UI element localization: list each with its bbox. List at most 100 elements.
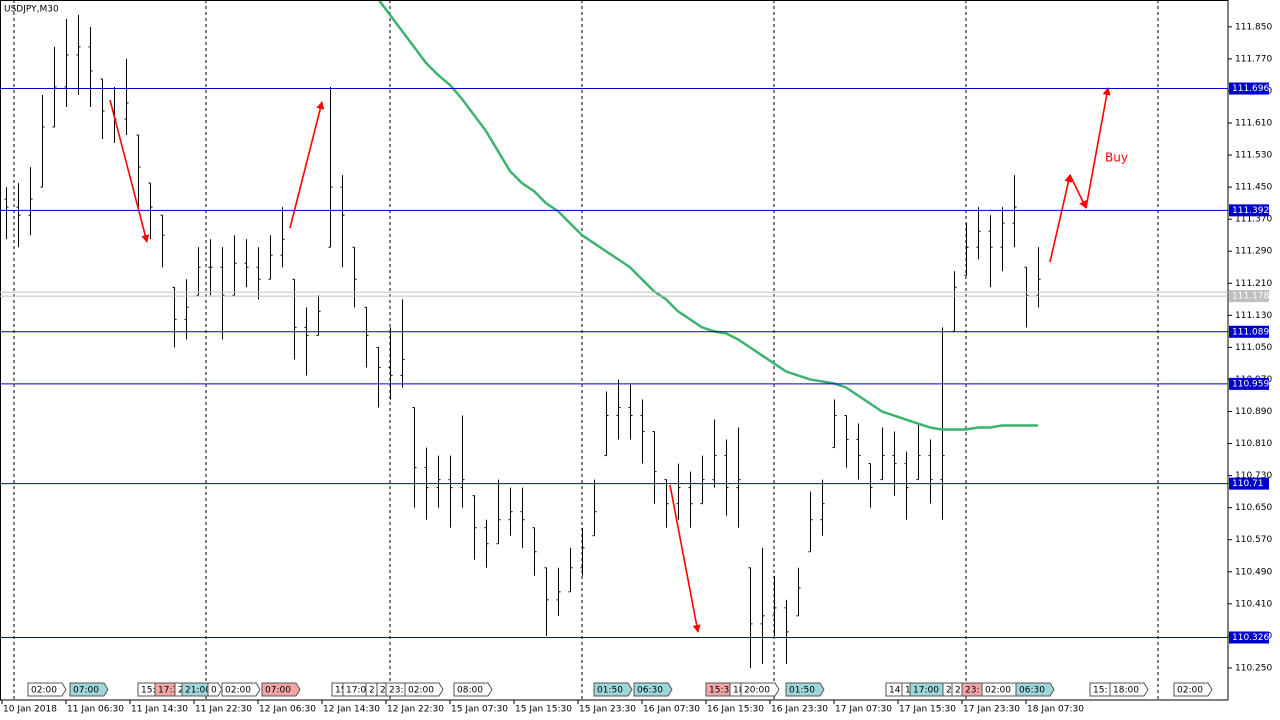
level-box (1229, 477, 1269, 490)
arrow (289, 101, 325, 229)
x-tick-label: 11 Jan 06:30 (67, 705, 124, 715)
event-label: 23: (389, 686, 403, 696)
event-label: 08:00 (457, 686, 483, 696)
y-tick-label: 110.250 (1235, 663, 1272, 673)
level-label: 110.326 (1232, 633, 1269, 643)
event-label: 2 (178, 686, 184, 696)
x-tick-label: 11 Jan 22:30 (195, 705, 252, 715)
x-tick-label: 16 Jan 15:30 (707, 705, 764, 715)
event-label: 15 (335, 686, 346, 696)
level-box (1229, 377, 1269, 390)
y-tick-label: 111.530 (1235, 151, 1272, 161)
event-marker (1173, 682, 1213, 697)
x-tick-label: 11 Jan 14:30 (131, 705, 188, 715)
level-box (1229, 204, 1269, 217)
level-label: 110.959 (1232, 379, 1269, 389)
event-label: 07:00 (265, 686, 291, 696)
y-tick-label: 110.570 (1235, 535, 1272, 545)
event-label: 15: (1093, 686, 1107, 696)
event-label: 21:00 (185, 686, 211, 696)
arrow (1069, 174, 1087, 209)
x-tick-label: 16 Jan 23:30 (771, 705, 828, 715)
event-marker (69, 682, 109, 697)
y-tick-label: 111.290 (1235, 247, 1272, 257)
moving-average (377, 0, 1038, 431)
event-label: 01:50 (597, 686, 623, 696)
event-marker (453, 682, 493, 697)
x-tick-label: 17 Jan 15:30 (899, 705, 956, 715)
event-label: 02:00 (225, 686, 251, 696)
event-label: 1 (905, 686, 911, 696)
event-marker (1109, 682, 1149, 697)
y-tick-label: 111.050 (1235, 343, 1272, 353)
y-tick-label: 111.210 (1235, 279, 1272, 289)
event-label: 02:00 (985, 686, 1011, 696)
x-tick-label: 17 Jan 07:30 (835, 705, 892, 715)
level-box (1229, 631, 1269, 644)
event-label: 2 (955, 686, 961, 696)
level-label: 111.392 (1232, 206, 1269, 216)
y-tick-label: 110.890 (1235, 407, 1272, 417)
event-label: 2 (369, 686, 375, 696)
y-tick-label: 110.650 (1235, 503, 1272, 513)
level-label: 111.696 (1232, 84, 1269, 94)
event-label: 0 (211, 686, 217, 696)
arrow (109, 99, 150, 243)
y-tick-label: 111.850 (1235, 22, 1272, 32)
level-box (1229, 82, 1269, 95)
x-tick-label: 15 Jan 23:30 (579, 705, 636, 715)
event-label: 18:00 (1113, 686, 1139, 696)
event-marker (740, 682, 780, 697)
event-label: 17:00 (346, 686, 372, 696)
event-label: 17:00 (913, 686, 939, 696)
y-tick-label: 110.810 (1235, 439, 1272, 449)
y-tick-label: 110.410 (1235, 599, 1272, 609)
y-tick-label: 110.490 (1235, 567, 1272, 577)
event-label: 01:50 (789, 686, 815, 696)
x-tick-label: 12 Jan 06:30 (259, 705, 316, 715)
plot-area (4, 0, 1041, 668)
y-tick-label: 110.730 (1235, 471, 1272, 481)
x-tick-label: 17 Jan 23:30 (963, 705, 1020, 715)
event-marker (593, 682, 633, 697)
x-tick-label: 16 Jan 07:30 (643, 705, 700, 715)
event-label: 14 (889, 686, 901, 696)
event-label: 23: (965, 686, 979, 696)
event-label: 02:00 (31, 686, 57, 696)
y-tick-label: 111.610 (1235, 119, 1272, 129)
chart-title: USDJPY,M30 (4, 5, 59, 15)
y-tick-label: 111.370 (1235, 215, 1272, 225)
event-label: 17:3 (158, 686, 178, 696)
event-marker (1015, 682, 1055, 697)
current-price-box (1229, 290, 1269, 303)
x-tick-label: 10 Jan 2018 (3, 705, 57, 715)
x-tick-label: 15 Jan 15:30 (515, 705, 572, 715)
event-label: 06:30 (1019, 686, 1045, 696)
x-tick-label: 18 Jan 07:30 (1027, 705, 1084, 715)
event-label: 18 (733, 686, 745, 696)
level-box (1229, 325, 1269, 338)
event-marker (207, 682, 223, 697)
event-label: 15: (141, 686, 155, 696)
event-marker (633, 682, 673, 697)
event-marker (221, 682, 261, 697)
event-label: 02:00 (408, 686, 434, 696)
event-label: 15:30 (709, 686, 735, 696)
event-marker (404, 682, 444, 697)
event-marker (785, 682, 825, 697)
event-label: 20:00 (744, 686, 770, 696)
event-marker (27, 682, 67, 697)
annotation: Buy (1105, 151, 1128, 165)
x-tick-label: 12 Jan 14:30 (323, 705, 380, 715)
event-label: 06:30 (637, 686, 663, 696)
event-label: 2 (380, 686, 386, 696)
y-tick-label: 111.130 (1235, 311, 1272, 321)
event-label: 02:00 (1177, 686, 1203, 696)
y-tick-label: 111.770 (1235, 54, 1272, 64)
event-marker (261, 682, 301, 697)
event-label: 07:00 (73, 686, 99, 696)
arrows (109, 87, 1111, 633)
event-label: 2 (946, 686, 952, 696)
